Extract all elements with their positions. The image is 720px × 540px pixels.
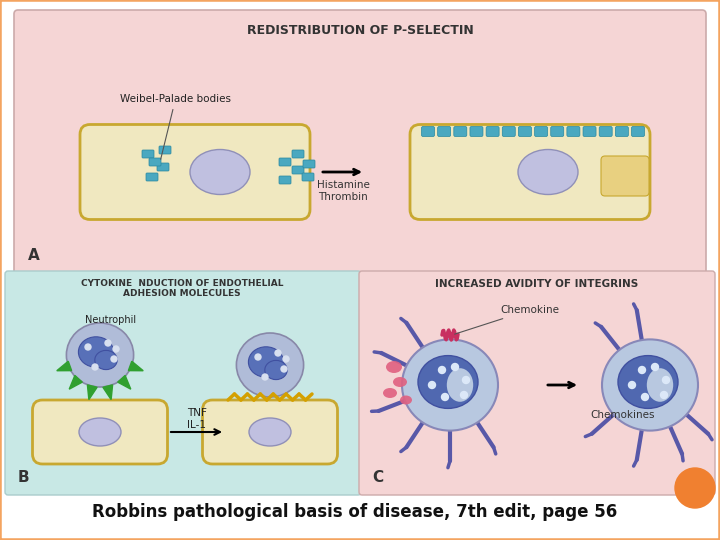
- Text: Histamine
Thrombin: Histamine Thrombin: [317, 180, 369, 201]
- Text: A: A: [28, 248, 40, 263]
- Ellipse shape: [400, 395, 412, 404]
- Ellipse shape: [393, 377, 407, 387]
- FancyBboxPatch shape: [534, 126, 548, 137]
- FancyBboxPatch shape: [410, 125, 650, 219]
- FancyBboxPatch shape: [616, 126, 629, 137]
- FancyBboxPatch shape: [438, 126, 451, 137]
- Circle shape: [111, 356, 117, 362]
- FancyBboxPatch shape: [32, 400, 168, 464]
- Ellipse shape: [418, 356, 478, 408]
- Circle shape: [283, 356, 289, 362]
- FancyBboxPatch shape: [631, 126, 644, 137]
- FancyBboxPatch shape: [551, 126, 564, 137]
- Circle shape: [113, 346, 119, 352]
- Text: B: B: [18, 470, 30, 485]
- Polygon shape: [57, 361, 71, 371]
- Polygon shape: [87, 385, 97, 400]
- Ellipse shape: [79, 418, 121, 446]
- Ellipse shape: [647, 368, 673, 402]
- FancyBboxPatch shape: [518, 126, 531, 137]
- FancyBboxPatch shape: [292, 150, 304, 158]
- Ellipse shape: [249, 418, 291, 446]
- Circle shape: [438, 367, 446, 374]
- Circle shape: [262, 374, 268, 380]
- FancyBboxPatch shape: [159, 146, 171, 154]
- Ellipse shape: [447, 368, 473, 402]
- Ellipse shape: [602, 340, 698, 430]
- Ellipse shape: [386, 361, 402, 373]
- Text: INCREASED AVIDITY OF INTEGRINS: INCREASED AVIDITY OF INTEGRINS: [436, 279, 639, 289]
- Circle shape: [642, 394, 649, 401]
- FancyBboxPatch shape: [157, 163, 169, 171]
- Text: CYTOKINE  NDUCTION OF ENDOTHELIAL
ADHESION MOLECULES: CYTOKINE NDUCTION OF ENDOTHELIAL ADHESIO…: [81, 279, 283, 299]
- Circle shape: [428, 381, 436, 388]
- Ellipse shape: [265, 360, 287, 380]
- FancyBboxPatch shape: [470, 126, 483, 137]
- Polygon shape: [128, 361, 143, 371]
- Circle shape: [451, 363, 459, 370]
- Ellipse shape: [248, 347, 284, 377]
- Ellipse shape: [95, 350, 117, 369]
- Ellipse shape: [236, 333, 304, 397]
- Circle shape: [639, 367, 646, 374]
- FancyBboxPatch shape: [486, 126, 499, 137]
- Circle shape: [675, 468, 715, 508]
- Circle shape: [652, 363, 659, 370]
- FancyBboxPatch shape: [146, 173, 158, 181]
- Ellipse shape: [190, 150, 250, 194]
- Circle shape: [660, 392, 667, 399]
- Text: Weibel-Palade bodies: Weibel-Palade bodies: [120, 94, 231, 159]
- FancyBboxPatch shape: [80, 125, 310, 219]
- FancyBboxPatch shape: [149, 158, 161, 166]
- Circle shape: [281, 366, 287, 372]
- FancyBboxPatch shape: [14, 10, 706, 276]
- FancyBboxPatch shape: [359, 271, 715, 495]
- FancyBboxPatch shape: [599, 126, 612, 137]
- FancyBboxPatch shape: [601, 156, 649, 196]
- Text: Chemokines: Chemokines: [590, 410, 654, 420]
- Text: Chemokine: Chemokine: [454, 305, 559, 334]
- Ellipse shape: [78, 337, 114, 367]
- Polygon shape: [69, 375, 82, 389]
- Ellipse shape: [383, 388, 397, 398]
- Circle shape: [461, 392, 467, 399]
- Circle shape: [275, 350, 281, 356]
- Ellipse shape: [618, 356, 678, 408]
- Circle shape: [441, 394, 449, 401]
- FancyBboxPatch shape: [503, 126, 516, 137]
- Polygon shape: [117, 375, 131, 389]
- Circle shape: [105, 340, 111, 346]
- Circle shape: [662, 376, 670, 383]
- Text: C: C: [372, 470, 383, 485]
- Circle shape: [462, 376, 469, 383]
- Circle shape: [85, 344, 91, 350]
- Ellipse shape: [518, 150, 578, 194]
- FancyBboxPatch shape: [583, 126, 596, 137]
- FancyBboxPatch shape: [5, 271, 361, 495]
- FancyBboxPatch shape: [302, 173, 314, 181]
- FancyBboxPatch shape: [567, 126, 580, 137]
- Circle shape: [92, 364, 98, 370]
- Polygon shape: [103, 385, 112, 400]
- FancyBboxPatch shape: [202, 400, 338, 464]
- Text: Robbins pathological basis of disease, 7th edit, page 56: Robbins pathological basis of disease, 7…: [92, 503, 618, 521]
- FancyBboxPatch shape: [279, 158, 291, 166]
- FancyBboxPatch shape: [303, 160, 315, 168]
- FancyBboxPatch shape: [279, 176, 291, 184]
- FancyBboxPatch shape: [292, 166, 304, 174]
- Text: TNF
IL-1: TNF IL-1: [187, 408, 207, 430]
- Text: REDISTRIBUTION OF P-SELECTIN: REDISTRIBUTION OF P-SELECTIN: [247, 24, 473, 37]
- Circle shape: [629, 381, 636, 388]
- FancyBboxPatch shape: [142, 150, 154, 158]
- Ellipse shape: [402, 340, 498, 430]
- Circle shape: [255, 354, 261, 360]
- Text: Neutrophil: Neutrophil: [85, 315, 136, 325]
- Ellipse shape: [66, 323, 134, 387]
- FancyBboxPatch shape: [421, 126, 434, 137]
- FancyBboxPatch shape: [454, 126, 467, 137]
